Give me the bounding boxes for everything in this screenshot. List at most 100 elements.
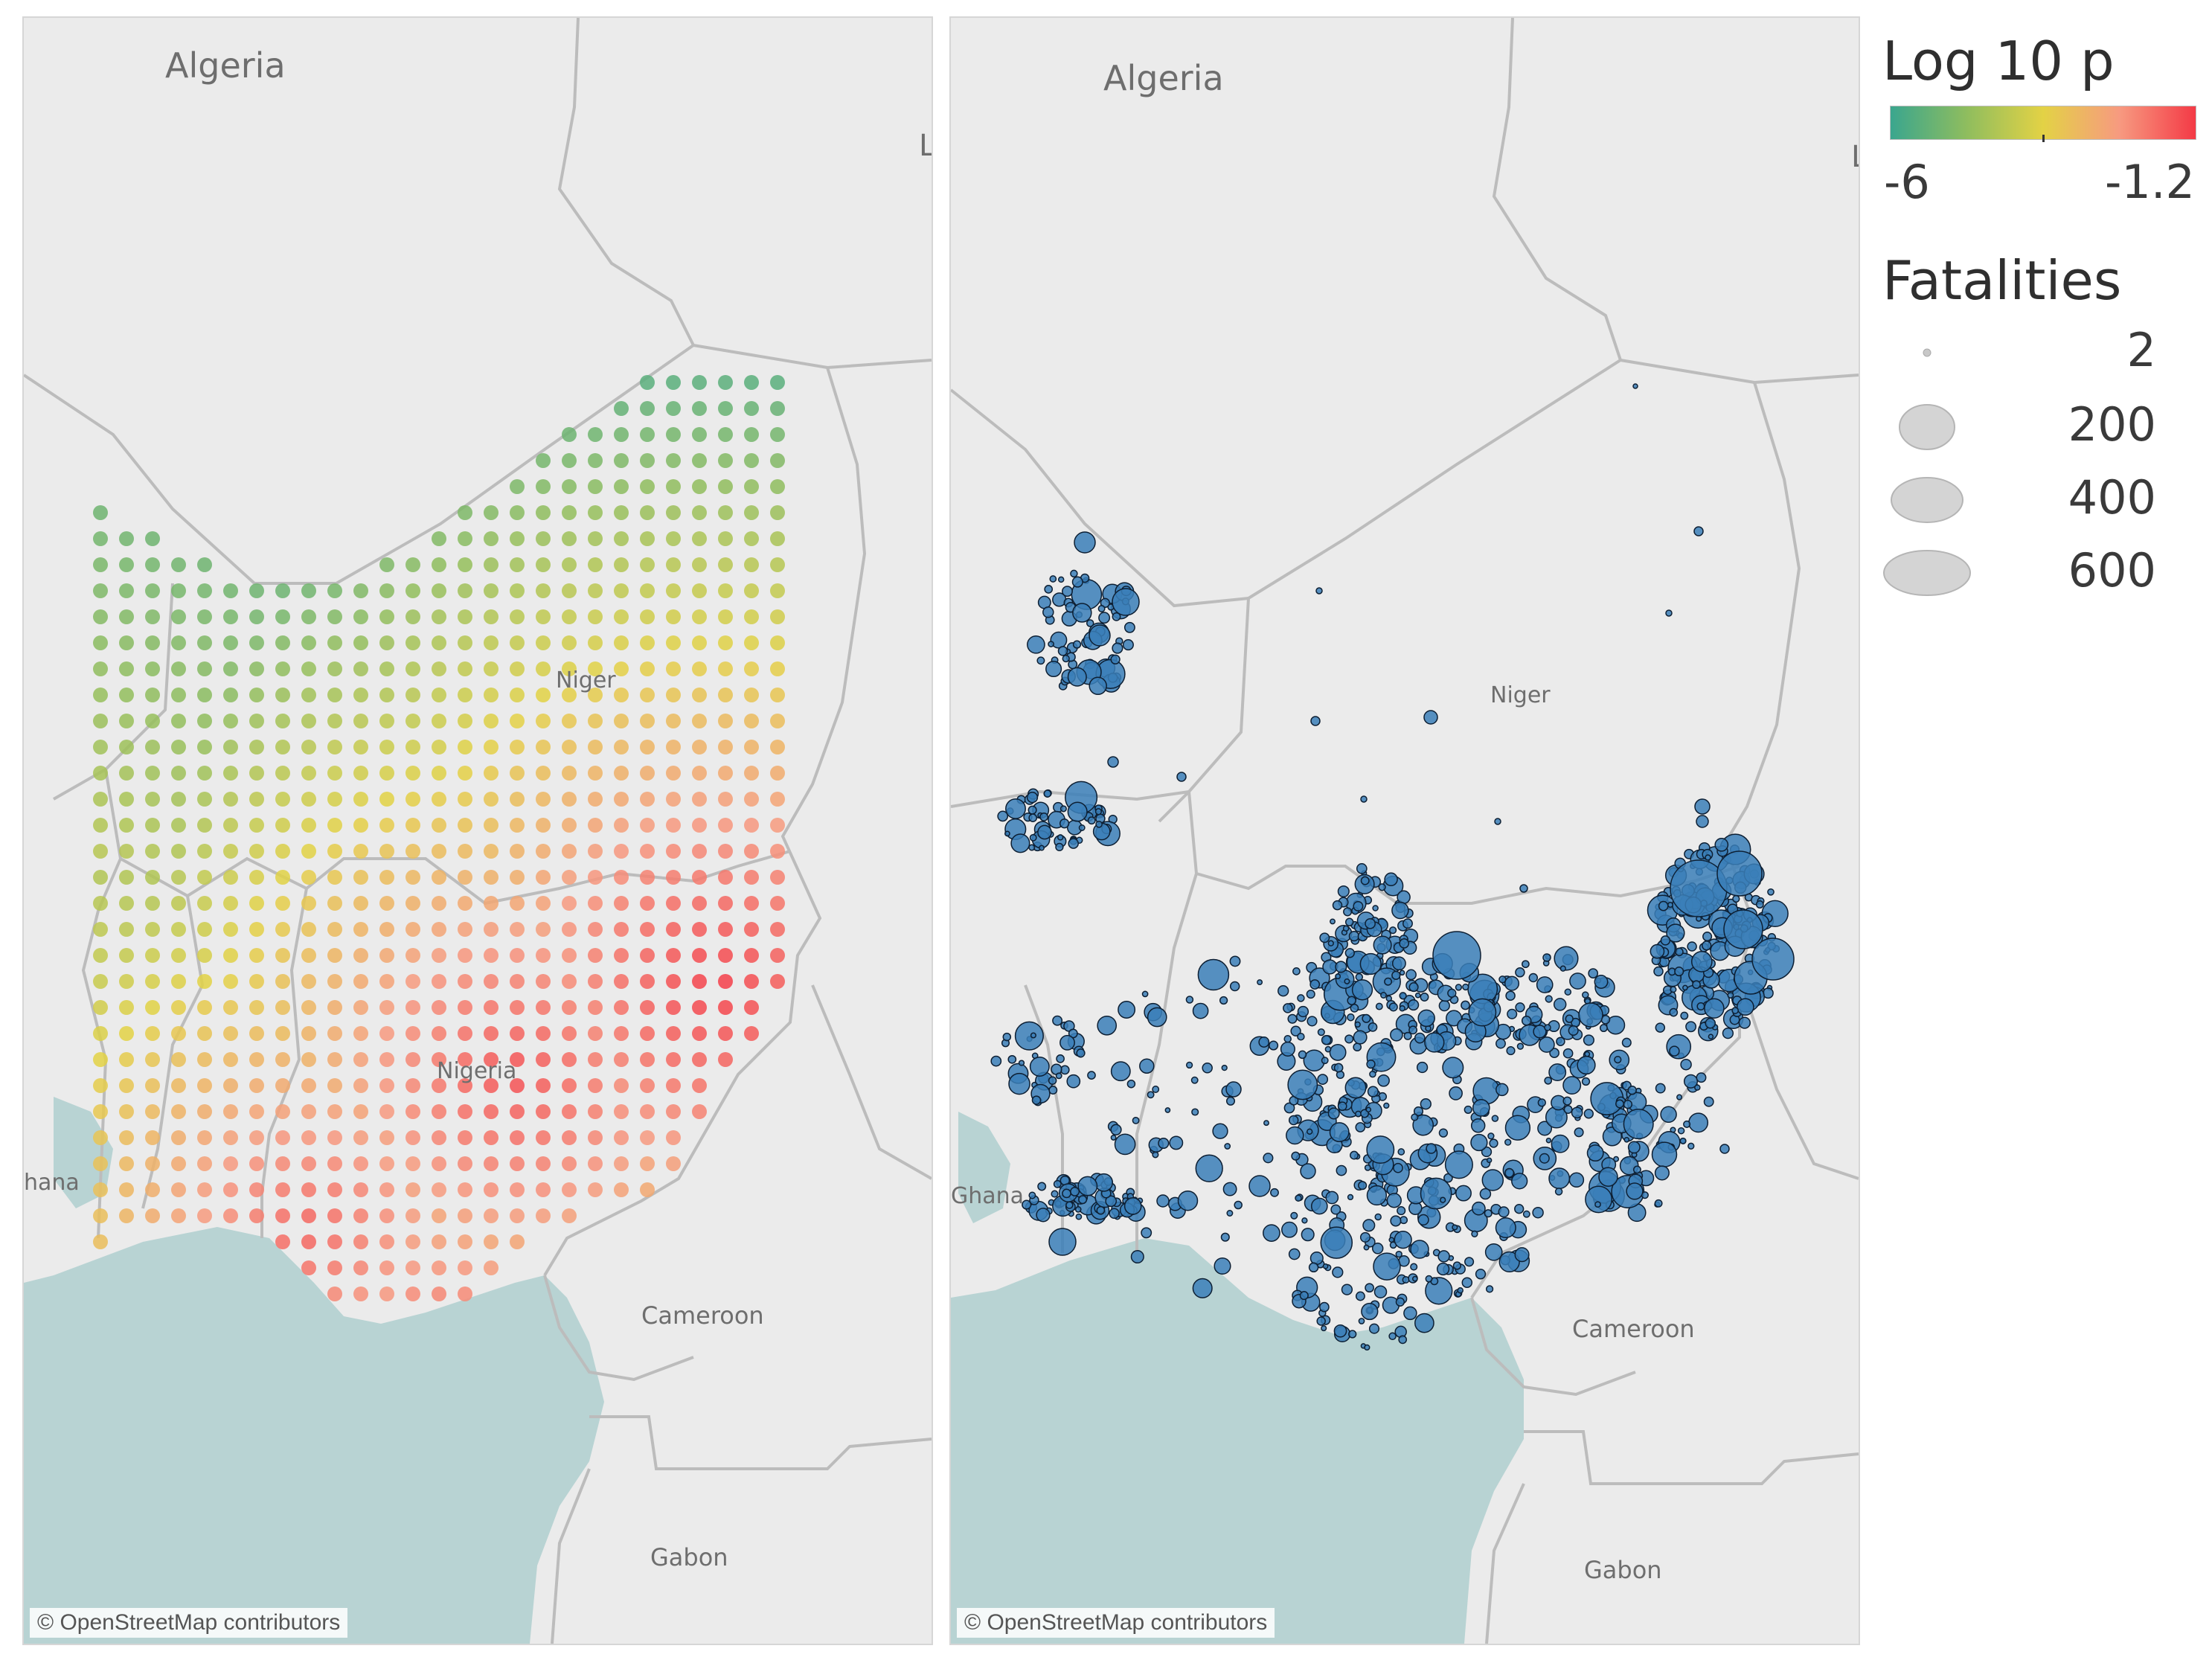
grid-dot (718, 974, 733, 989)
grid-dot (405, 948, 420, 963)
grid-dot (614, 427, 629, 442)
grid-dot (119, 740, 134, 754)
grid-dot (197, 818, 212, 833)
grid-dot (666, 661, 681, 676)
grid-dot (379, 1156, 394, 1171)
grid-dot (301, 740, 316, 754)
fatality-event (1366, 1185, 1388, 1206)
lake-volta (958, 1112, 1010, 1223)
grid-dot (275, 609, 290, 624)
grid-dot (353, 1182, 368, 1197)
grid-dot (588, 792, 603, 807)
fatality-event (1057, 646, 1068, 656)
probability-map-panel[interactable]: Algeria Niger Nigeria hana Cameroon Gabo… (22, 16, 933, 1645)
grid-dot (432, 974, 446, 989)
fatality-event (1327, 940, 1334, 946)
grid-dot (223, 948, 238, 963)
grid-dot (484, 844, 498, 859)
grid-dot (249, 870, 264, 885)
fatality-event (1087, 816, 1096, 825)
fatality-event (1491, 1115, 1499, 1122)
grid-dot (666, 1156, 681, 1171)
fatality-event (1333, 1324, 1347, 1338)
fatality-event (1495, 1038, 1506, 1049)
grid-dot (405, 557, 420, 572)
grid-dot (744, 740, 759, 754)
grid-dot (379, 635, 394, 650)
grid-dot (744, 583, 759, 598)
fatality-event (1417, 1214, 1429, 1226)
grid-dot (301, 1026, 316, 1041)
fatalities-map-panel[interactable]: Algeria Niger Ghana Cameroon Gabon L © O… (949, 16, 1860, 1645)
grid-dot (484, 792, 498, 807)
fatality-event (1702, 941, 1712, 951)
fatality-event (1536, 976, 1554, 993)
fatality-event (1290, 1211, 1298, 1220)
grid-dot (93, 714, 108, 728)
fatality-event (1545, 1137, 1552, 1144)
grid-dot (223, 974, 238, 989)
grid-dot (562, 635, 577, 650)
grid-dot (614, 818, 629, 833)
grid-dot (562, 870, 577, 885)
grid-dot (562, 1130, 577, 1145)
map-attribution[interactable]: © OpenStreetMap contributors (957, 1608, 1275, 1638)
fatality-event (1680, 1058, 1692, 1071)
grid-dot (405, 1078, 420, 1093)
fatality-event (1389, 926, 1397, 935)
grid-dot (119, 1130, 134, 1145)
grid-dot (93, 792, 108, 807)
fatality-event (1511, 1173, 1528, 1190)
grid-dot (353, 583, 368, 598)
grid-dot (536, 870, 551, 885)
fatality-event (1335, 970, 1355, 989)
grid-dot (93, 1026, 108, 1041)
grid-dot (718, 844, 733, 859)
grid-dot (145, 1104, 160, 1119)
fatality-event (1049, 575, 1057, 583)
grid-dot (484, 635, 498, 650)
fatality-event (1447, 988, 1457, 998)
grid-dot (692, 1026, 707, 1041)
fatality-event (1705, 1017, 1716, 1029)
grid-dot (223, 1052, 238, 1067)
fatality-event (1096, 1205, 1106, 1215)
grid-dot (119, 922, 134, 937)
country-label-gabon: Gabon (1584, 1556, 1662, 1584)
fatality-event (1680, 1011, 1689, 1020)
grid-dot (197, 609, 212, 624)
grid-dot (770, 948, 785, 963)
grid-dot (275, 1156, 290, 1171)
fatality-event (1220, 1232, 1230, 1242)
fatality-event (1651, 1141, 1678, 1167)
fatality-event (1414, 992, 1421, 999)
grid-dot (510, 1000, 525, 1015)
grid-dot (223, 1078, 238, 1093)
fatality-event (1694, 1084, 1701, 1091)
fatality-event (1432, 931, 1481, 980)
grid-dot (484, 557, 498, 572)
grid-dot (197, 974, 212, 989)
fatality-event (1222, 1182, 1237, 1196)
grid-dot (327, 1208, 342, 1223)
grid-dot (744, 453, 759, 468)
fatality-event (1325, 1191, 1339, 1205)
grid-dot (93, 557, 108, 572)
fatality-event (1062, 586, 1073, 597)
grid-dot (275, 1078, 290, 1093)
grid-dot (327, 1078, 342, 1093)
grid-dot (614, 453, 629, 468)
sea (24, 1227, 604, 1644)
fatality-event (1544, 1024, 1551, 1031)
grid-dot (379, 974, 394, 989)
grid-dot (640, 401, 655, 416)
grid-dot (327, 1052, 342, 1067)
grid-dot (223, 1156, 238, 1171)
fatality-event (1420, 993, 1429, 1002)
grid-dot (770, 609, 785, 624)
fatality-event (1258, 1036, 1270, 1048)
grid-dot (405, 766, 420, 781)
map-attribution[interactable]: © OpenStreetMap contributors (30, 1608, 348, 1638)
grid-dot (458, 557, 472, 572)
grid-dot (223, 1208, 238, 1223)
